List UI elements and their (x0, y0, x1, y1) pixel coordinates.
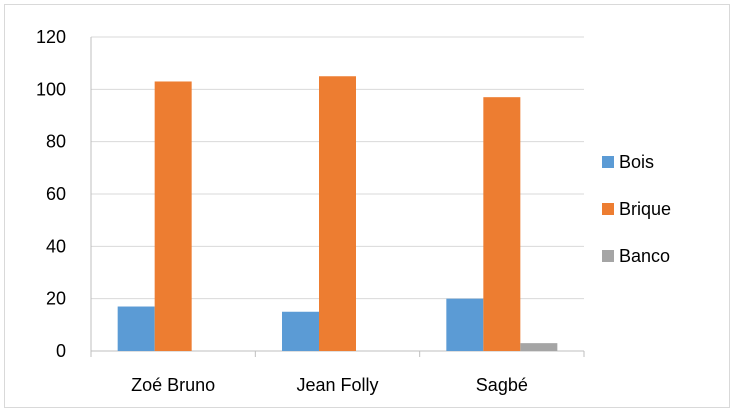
bar-brique-0 (154, 81, 192, 351)
legend-label: Banco (619, 246, 670, 266)
y-tick-label: 80 (46, 132, 66, 152)
x-tick-label: Jean Folly (296, 375, 378, 395)
legend-swatch-banco (602, 250, 614, 262)
bar-bois-0 (117, 306, 155, 351)
y-tick-label: 40 (46, 236, 66, 256)
y-tick-label: 100 (36, 79, 66, 99)
y-tick-label: 0 (56, 341, 66, 361)
y-tick-label: 120 (36, 27, 66, 47)
bar-bois-1 (282, 311, 319, 351)
bar-banco-2 (520, 343, 558, 351)
bar-brique-2 (483, 97, 521, 351)
bar-bois-2 (446, 298, 484, 351)
x-tick-label: Sagbé (476, 375, 528, 395)
x-tick-label: Zoé Bruno (131, 375, 215, 395)
legend-swatch-brique (602, 203, 614, 215)
legend-label: Brique (619, 199, 671, 219)
y-tick-label: 20 (46, 289, 66, 309)
bar-brique-1 (319, 76, 356, 351)
y-tick-label: 60 (46, 184, 66, 204)
legend-swatch-bois (602, 156, 614, 168)
legend-label: Bois (619, 152, 654, 172)
